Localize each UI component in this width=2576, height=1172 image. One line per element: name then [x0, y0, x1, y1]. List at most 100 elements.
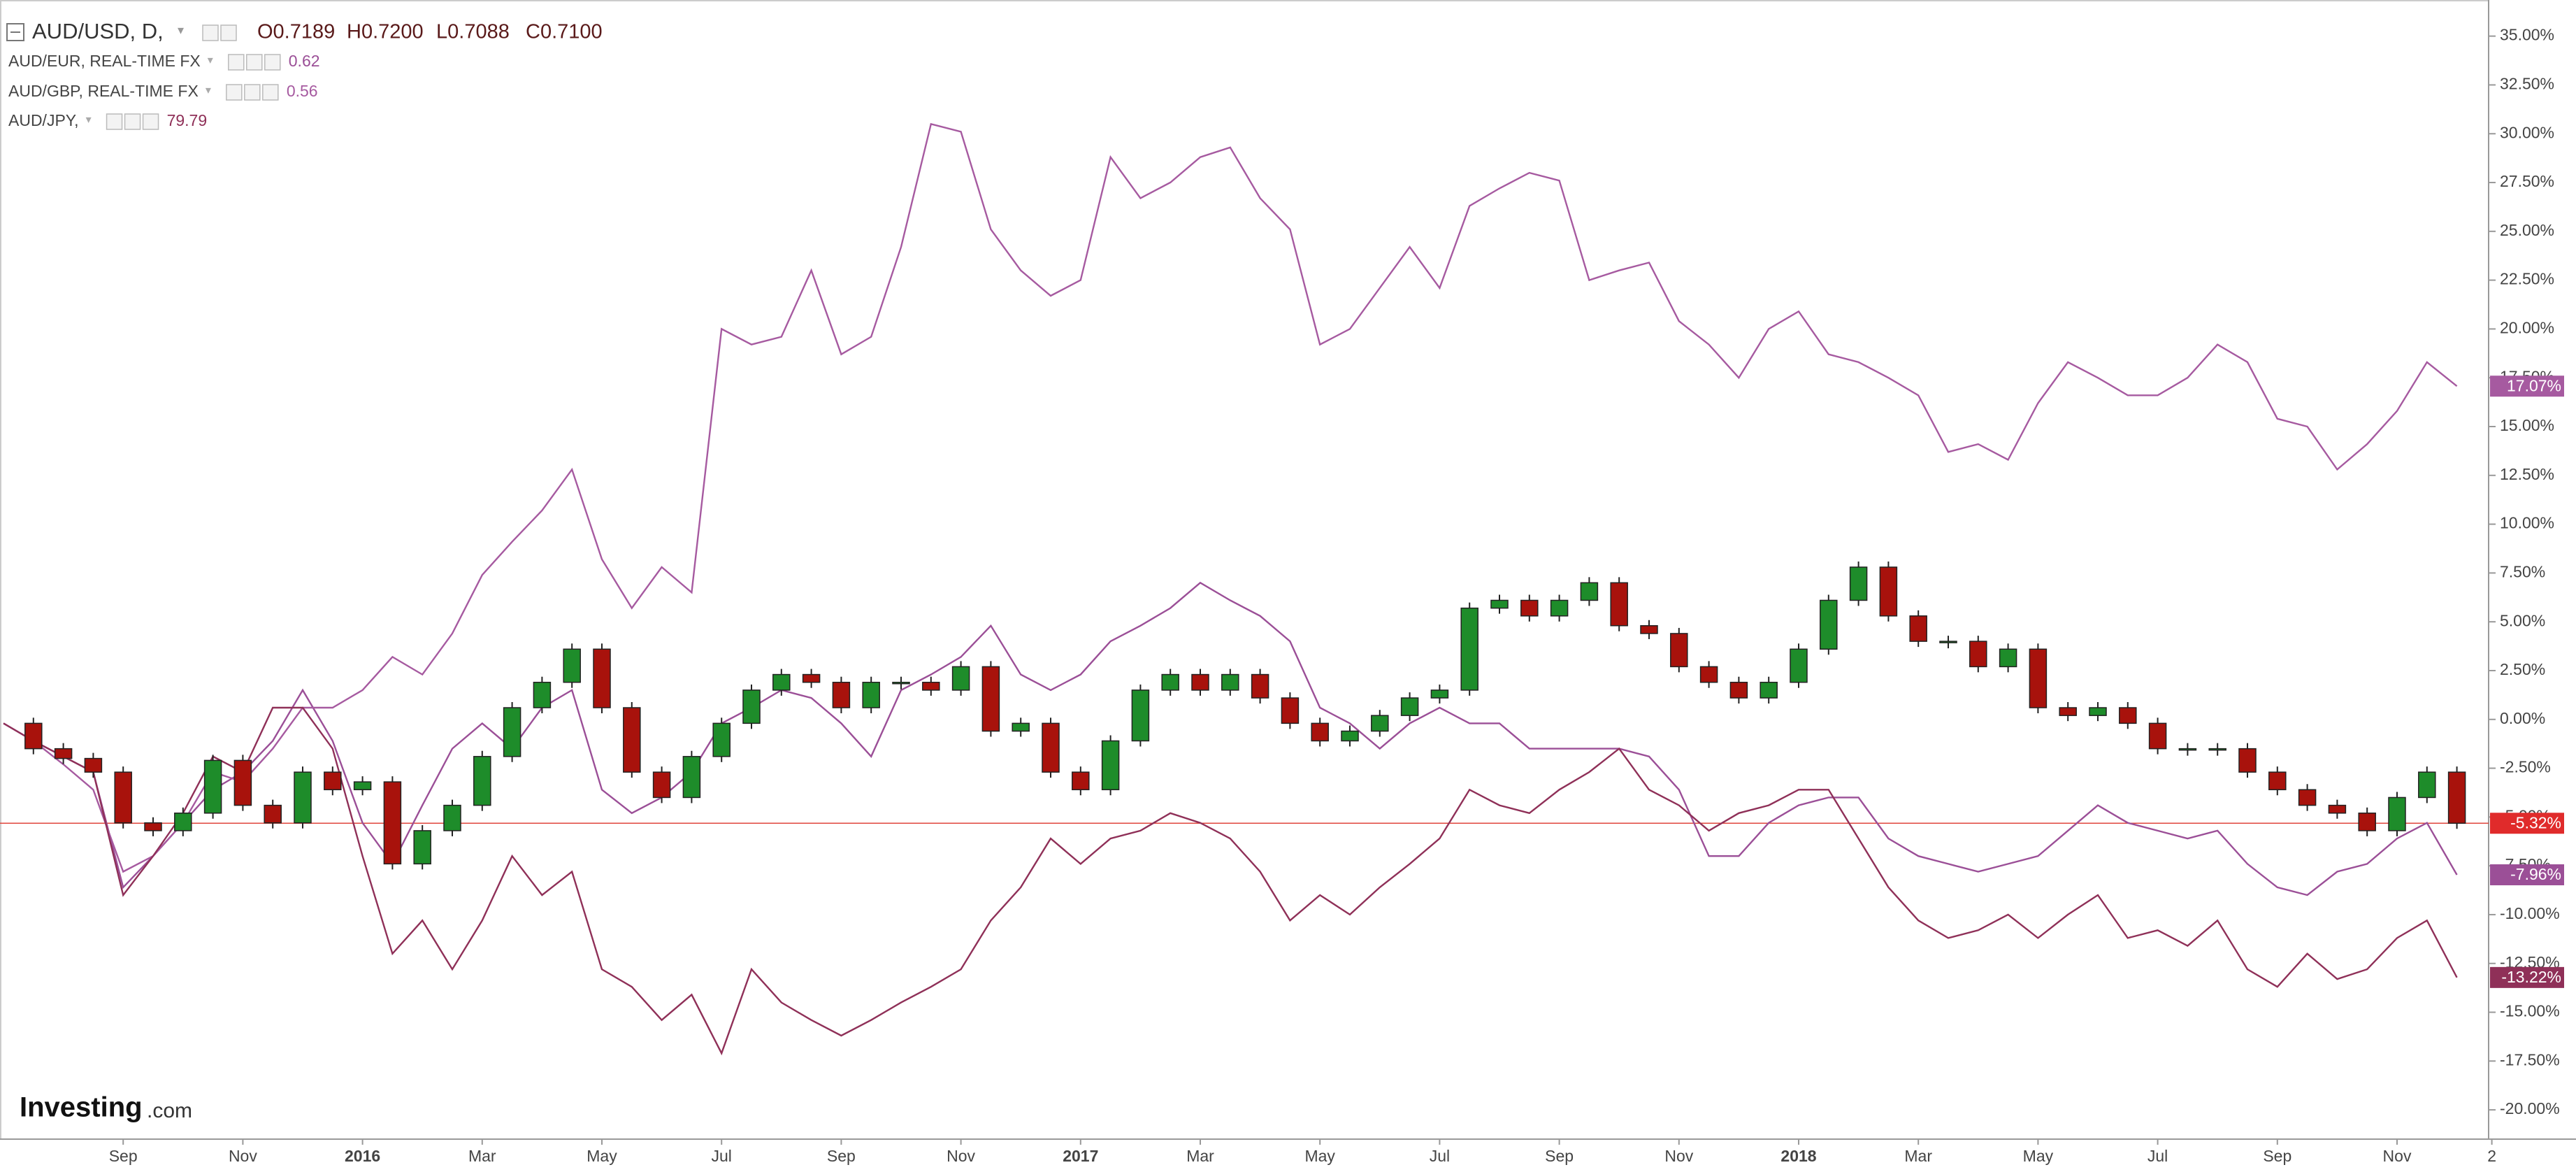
- legend-icon[interactable]: [262, 84, 279, 101]
- candle-body: [473, 756, 491, 806]
- legend-dropdown: ▾: [178, 23, 184, 37]
- x-tick-label: Mar: [1904, 1147, 1932, 1165]
- candle-body: [2358, 813, 2376, 831]
- legend-icon[interactable]: [124, 113, 141, 130]
- y-tick-label: 0.00%: [2500, 709, 2545, 727]
- y-tick-label: 10.00%: [2500, 514, 2554, 532]
- candle-body: [1012, 722, 1030, 732]
- legend-last-value: 79.79: [167, 111, 208, 129]
- ohlc-value: L0.7088: [436, 21, 510, 43]
- candle-body: [144, 822, 162, 831]
- end-badge-label: -7.96%: [2510, 865, 2561, 883]
- candle-body: [1610, 582, 1628, 627]
- x-tick-label: Sep: [827, 1147, 856, 1165]
- candle-body: [2059, 707, 2077, 716]
- legend-icon[interactable]: [264, 54, 281, 71]
- x-tick-label: Nov: [947, 1147, 975, 1165]
- candle-body: [1072, 771, 1090, 791]
- logo-main: Investing: [20, 1092, 143, 1123]
- candle-body: [233, 759, 252, 806]
- y-tick-label: 27.50%: [2500, 172, 2554, 190]
- candle-body: [563, 648, 581, 683]
- legend-series-name: AUD/GBP, REAL-TIME FX: [8, 82, 199, 100]
- candle-body: [892, 681, 910, 685]
- candle-body: [1790, 648, 1808, 683]
- x-tick-label: May: [1304, 1147, 1335, 1165]
- legend-icon[interactable]: [142, 113, 159, 130]
- end-badge: [2490, 376, 2564, 397]
- candle-body: [2119, 707, 2137, 724]
- legend-main-name: AUD/USD, D,: [32, 19, 164, 43]
- y-tick-label: 22.50%: [2500, 270, 2554, 288]
- candle-body: [1670, 633, 1688, 668]
- x-tick-label: Nov: [2383, 1147, 2412, 1165]
- legend-icon[interactable]: [246, 54, 263, 71]
- legend-icon[interactable]: [244, 84, 261, 101]
- legend-icon[interactable]: [106, 113, 123, 130]
- legend-series-name: AUD/EUR, REAL-TIME FX: [8, 52, 201, 70]
- candle-body: [1939, 641, 1957, 643]
- candle-body: [174, 813, 192, 831]
- candle-body: [1430, 689, 1449, 699]
- end-badge-label: -13.22%: [2501, 968, 2561, 986]
- ohlc-value: H0.7200: [347, 21, 424, 43]
- legend-icon[interactable]: [220, 24, 237, 41]
- candle-body: [294, 771, 312, 824]
- end-badge-label: 17.07%: [2507, 376, 2561, 394]
- candle-body: [1550, 599, 1569, 617]
- candle-body: [1760, 681, 1778, 699]
- candle-body: [2148, 722, 2167, 750]
- legend-dropdown: ▾: [206, 85, 211, 97]
- x-tick-label: 2: [2487, 1147, 2496, 1165]
- end-badge: [2490, 864, 2564, 885]
- candle-body: [1640, 625, 1658, 634]
- legend-dropdown: ▾: [86, 114, 92, 126]
- x-tick-label: Nov: [1664, 1147, 1693, 1165]
- ohlc-value: C0.7100: [526, 21, 603, 43]
- legend-icon[interactable]: [226, 84, 243, 101]
- candle-body: [802, 673, 821, 683]
- end-badge-label: -5.32%: [2510, 813, 2561, 831]
- candle-body: [54, 748, 73, 759]
- candle-body: [652, 771, 671, 799]
- y-tick-label: -2.50%: [2500, 758, 2551, 776]
- candle-body: [1161, 673, 1179, 691]
- candle-body: [862, 681, 880, 708]
- candle-body: [1520, 599, 1539, 617]
- candle-body: [203, 759, 222, 814]
- y-tick-label: -20.00%: [2500, 1099, 2560, 1117]
- candle-body: [1101, 740, 1120, 791]
- y-tick-label: 7.50%: [2500, 562, 2545, 580]
- y-tick-label: -17.50%: [2500, 1050, 2560, 1069]
- candle-body: [443, 804, 461, 831]
- candle-body: [2178, 748, 2197, 751]
- candle-body: [533, 681, 552, 708]
- x-tick-label: 2018: [1780, 1147, 1816, 1165]
- candle-body: [742, 689, 761, 724]
- candle-body: [1042, 722, 1060, 773]
- legend-icon[interactable]: [228, 54, 245, 71]
- x-tick-label: 2016: [345, 1147, 380, 1165]
- y-tick-label: -10.00%: [2500, 904, 2560, 922]
- candle-body: [2388, 796, 2406, 831]
- y-tick-label: 5.00%: [2500, 611, 2545, 629]
- candle-body: [1490, 599, 1509, 609]
- candle-body: [84, 757, 103, 773]
- x-tick-label: May: [2023, 1147, 2054, 1165]
- candle-body: [1969, 641, 1987, 668]
- candle-body: [353, 781, 372, 791]
- candle-body: [1729, 681, 1748, 699]
- x-tick-label: 2017: [1063, 1147, 1098, 1165]
- candle-body: [1879, 566, 1898, 617]
- legend-icon[interactable]: [202, 24, 219, 41]
- x-tick-label: Mar: [468, 1147, 496, 1165]
- x-tick-label: Jul: [711, 1147, 731, 1165]
- candle-body: [1849, 566, 1868, 601]
- candle-body: [503, 707, 521, 757]
- x-tick-label: Sep: [109, 1147, 138, 1165]
- end-badge: [2490, 966, 2564, 988]
- candle-body: [413, 830, 431, 865]
- candle-body: [1281, 697, 1300, 724]
